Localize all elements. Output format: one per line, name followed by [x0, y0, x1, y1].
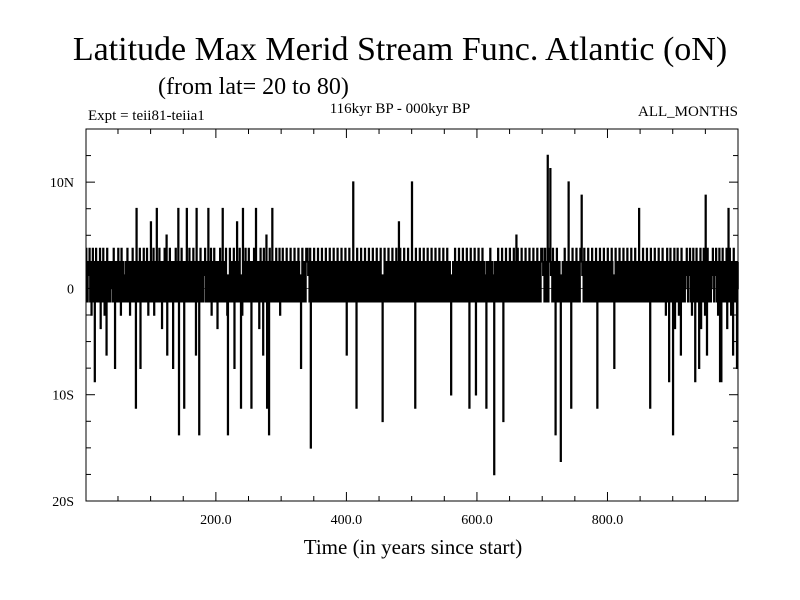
plot-frame [85, 128, 739, 502]
y-tick-label: 10N [50, 176, 74, 191]
y-tick-label: 20S [52, 495, 74, 510]
x-tick-label: 200.0 [200, 513, 232, 528]
x-axis-label: Time (in years since start) [303, 535, 523, 559]
chart-subtitle: (from lat= 20 to 80) [158, 74, 349, 100]
y-tick-label: 10S [52, 389, 74, 404]
series-line [85, 154, 739, 476]
chart-title: Latitude Max Merid Stream Func. Atlantic… [72, 31, 728, 68]
months-label: ALL_MONTHS [638, 104, 738, 120]
x-tick-label: 400.0 [331, 513, 363, 528]
x-tick-label: 800.0 [592, 513, 624, 528]
experiment-label: Expt = teii81-teiia1 [88, 108, 205, 124]
period-label: 116kyr BP - 000kyr BP [329, 101, 471, 117]
x-tick-label: 600.0 [461, 513, 493, 528]
y-tick-label: 0 [67, 282, 74, 297]
